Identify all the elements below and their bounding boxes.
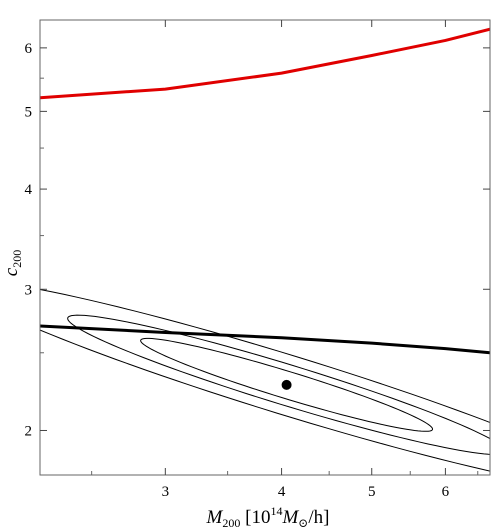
x-tick-label-4: 4 [278,484,286,500]
series-line-1 [40,27,490,100]
plot-frame [39,19,491,476]
confidence-contours [40,288,490,472]
y-tick-label-6: 6 [25,41,33,57]
best-fit-layer [281,379,292,390]
y-tick-label-3: 3 [25,282,33,298]
x-tick-label-3: 3 [162,484,170,500]
x-axis-title: M200 [1014M⊙/h] [206,504,330,529]
contour-1 [140,337,434,432]
y-tick-label-2: 2 [25,423,33,439]
x-tick-label-5: 5 [368,484,376,500]
axis-ticks: 3 4 5 6 2 3 4 5 6 [25,20,490,500]
contour-2 [67,314,490,455]
y-tick-label-5: 5 [25,104,33,120]
y-axis-title: c200 [1,250,24,276]
y-tick-label-4: 4 [25,182,33,198]
contour-3 [40,288,490,472]
x-tick-label-6: 6 [442,484,450,500]
series-lines [40,27,490,355]
series-line-2 [40,324,490,355]
best-fit-point [281,379,292,390]
